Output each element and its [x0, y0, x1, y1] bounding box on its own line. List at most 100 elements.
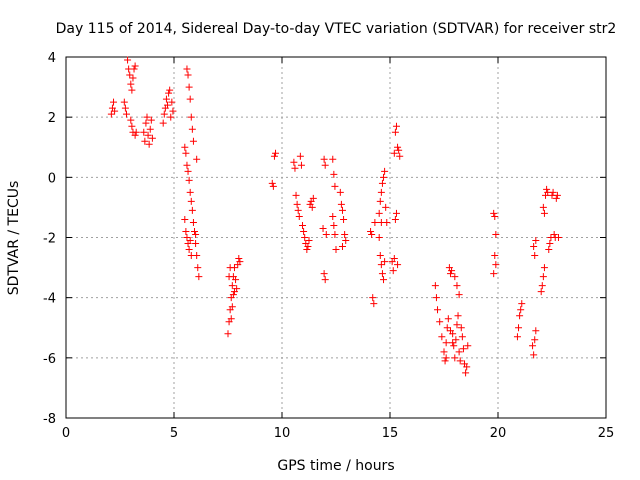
- data-point: [235, 255, 243, 263]
- grid-lines: [66, 57, 606, 418]
- data-point: [332, 246, 340, 254]
- data-point: [454, 312, 462, 320]
- data-point: [297, 161, 305, 169]
- data-point: [309, 194, 317, 202]
- x-tick-label: 5: [170, 426, 178, 441]
- data-point: [189, 218, 197, 226]
- data-point: [236, 258, 244, 266]
- y-tick-label: -8: [43, 412, 56, 427]
- data-point: [294, 206, 302, 214]
- data-point: [191, 227, 199, 235]
- data-point: [375, 209, 383, 217]
- data-point: [186, 95, 194, 103]
- data-point: [110, 98, 118, 106]
- data-point: [336, 188, 344, 196]
- data-point: [539, 273, 547, 281]
- data-point: [320, 270, 328, 278]
- data-point: [394, 143, 402, 151]
- data-point: [193, 155, 201, 163]
- data-point: [367, 227, 375, 235]
- data-point: [517, 306, 525, 314]
- data-point: [532, 237, 540, 245]
- data-point: [513, 333, 521, 341]
- data-point: [127, 116, 135, 124]
- data-point: [518, 300, 526, 308]
- data-point: [131, 131, 139, 139]
- data-point: [295, 212, 303, 220]
- data-point: [462, 369, 470, 377]
- data-point: [492, 230, 500, 238]
- data-point: [141, 137, 149, 145]
- data-point: [378, 270, 386, 278]
- data-point: [546, 240, 554, 248]
- data-point: [532, 327, 540, 335]
- data-point: [515, 324, 523, 332]
- data-point: [378, 179, 386, 187]
- data-point: [228, 282, 236, 290]
- data-point: [189, 137, 197, 145]
- data-point: [304, 243, 312, 251]
- data-point: [308, 203, 316, 211]
- data-point: [329, 155, 337, 163]
- data-point: [169, 107, 177, 115]
- data-point: [195, 273, 203, 281]
- data-point: [530, 243, 538, 251]
- x-tick-label: 0: [62, 426, 70, 441]
- data-point: [331, 230, 339, 238]
- data-point: [185, 176, 193, 184]
- data-point: [232, 276, 240, 284]
- x-tick-label: 20: [490, 426, 507, 441]
- data-point: [330, 221, 338, 229]
- data-point: [448, 267, 456, 275]
- data-point: [377, 261, 385, 269]
- data-point: [140, 128, 148, 136]
- data-point: [146, 125, 154, 133]
- data-point: [382, 203, 390, 211]
- data-point: [129, 74, 137, 82]
- data-point: [450, 342, 458, 350]
- data-point: [126, 71, 134, 79]
- data-point: [185, 246, 193, 254]
- data-point: [451, 273, 459, 281]
- data-point: [111, 107, 119, 115]
- data-point: [142, 119, 150, 127]
- data-point: [434, 306, 442, 314]
- data-point: [165, 89, 173, 97]
- data-point: [131, 62, 139, 70]
- data-point: [160, 110, 168, 118]
- y-tick-label: 4: [48, 51, 56, 66]
- data-point: [491, 252, 499, 260]
- data-point: [438, 333, 446, 341]
- data-point: [452, 336, 460, 344]
- data-point: [269, 182, 277, 190]
- data-point: [442, 354, 450, 362]
- data-point: [192, 230, 200, 238]
- data-point: [181, 215, 189, 223]
- data-point: [371, 218, 379, 226]
- y-axis-label: SDTVAR / TECUs: [6, 181, 22, 296]
- data-point: [270, 152, 278, 160]
- data-point: [457, 324, 465, 332]
- data-point: [552, 194, 560, 202]
- data-point: [187, 197, 195, 205]
- data-point: [292, 191, 300, 199]
- data-point: [545, 246, 553, 254]
- data-point: [449, 339, 457, 347]
- data-point: [296, 152, 304, 160]
- data-point: [491, 212, 499, 220]
- data-point: [293, 200, 301, 208]
- data-points: [107, 56, 562, 377]
- data-point: [455, 348, 463, 356]
- data-point: [181, 143, 189, 151]
- data-point: [186, 237, 194, 245]
- data-point: [188, 125, 196, 133]
- data-point: [147, 116, 155, 124]
- data-point: [130, 65, 138, 73]
- data-point: [395, 146, 403, 154]
- data-point: [370, 300, 378, 308]
- chart-title: Day 115 of 2014, Sidereal Day-to-day VTE…: [56, 21, 617, 37]
- data-point: [530, 351, 538, 359]
- data-point: [377, 188, 385, 196]
- data-point: [531, 336, 539, 344]
- data-point: [375, 234, 383, 241]
